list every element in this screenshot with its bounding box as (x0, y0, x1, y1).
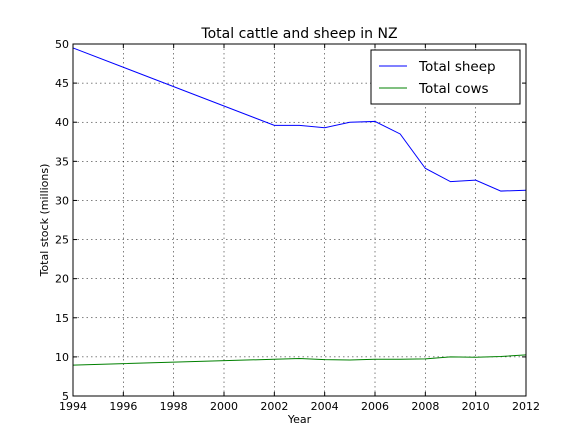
y-axis-label: Total stock (millions) (38, 164, 51, 278)
x-tick-label: 1998 (160, 400, 188, 413)
x-tick-label: 2008 (411, 400, 439, 413)
x-tick-label: 2002 (260, 400, 288, 413)
y-tick-label: 50 (55, 38, 69, 51)
plot-area-frame (72, 43, 527, 397)
y-tick-label: 15 (55, 312, 69, 325)
y-tick-label: 5 (62, 390, 69, 403)
x-axis-label: Year (287, 413, 312, 426)
ticks: 1994 1996 1998 2000 2002 2004 2006 2008 2010 2012… (55, 38, 540, 413)
x-tick-label: 1996 (109, 400, 137, 413)
series-line-total-sheep (72, 47, 527, 192)
y-tick-label: 10 (55, 351, 69, 364)
legend-label: Total cows (418, 81, 489, 97)
series-layer (72, 47, 527, 366)
y-tick-label: 25 (55, 234, 69, 247)
x-tick-label: 2006 (361, 400, 389, 413)
y-tick-label: 35 (55, 155, 69, 168)
y-tick-label: 45 (55, 77, 69, 90)
x-tick-label: 2012 (512, 400, 540, 413)
y-tick-label: 30 (55, 194, 69, 207)
x-tick-label: 2010 (462, 400, 490, 413)
x-tick-label: 2000 (210, 400, 238, 413)
y-tick-label: 20 (55, 273, 69, 286)
x-tick-label: 2004 (311, 400, 339, 413)
legend-box (370, 49, 521, 105)
legend: Total sheep Total cows (370, 49, 521, 105)
chart-title: Total cattle and sheep in NZ (200, 26, 397, 42)
series-line-total-cows (72, 354, 527, 366)
legend-label: Total sheep (418, 59, 496, 75)
x-tick-label: 1994 (59, 400, 87, 413)
y-tick-label: 40 (55, 116, 69, 129)
